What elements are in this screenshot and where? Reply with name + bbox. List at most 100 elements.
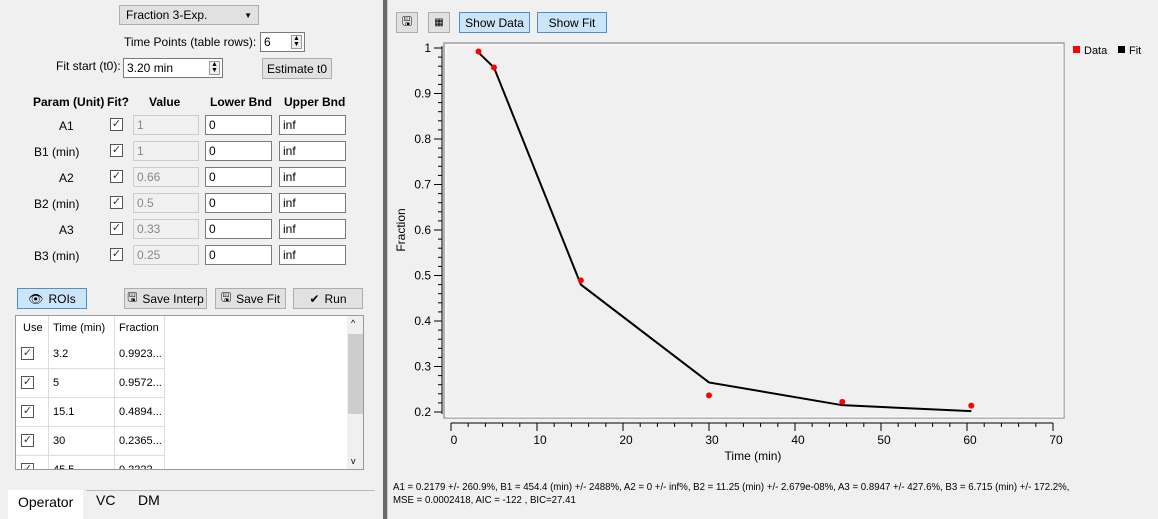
model-select[interactable]: Fraction 3-Exp. ▼ [119,5,259,25]
fraction-cell: 0.2222... [119,464,162,470]
table-row[interactable]: ✓ 45.5 0.2222... [16,456,164,470]
fit-header: Fit? [107,95,129,109]
spinner-icon[interactable]: ▲ ▼ [209,61,220,75]
save-icon: 🖫 [401,14,413,28]
use-header: Use [23,322,43,334]
fit-checkbox[interactable]: ✓ [110,144,123,157]
export-button[interactable]: ▦ [428,12,450,33]
fit-checkbox[interactable]: ✓ [110,248,123,261]
run-button[interactable]: ✔ Run [293,288,363,309]
x-tick-label: 70 [1049,433,1063,447]
lower-bound-input[interactable]: 0 [205,219,272,239]
upper-bound-input[interactable]: inf [279,141,346,161]
plot-area-inner [445,44,1064,418]
x-tick-label: 60 [963,433,977,447]
save-fit-button[interactable]: 🖫 Save Fit [215,288,286,309]
y-axis-label: Fraction [394,208,408,251]
data-point [577,277,584,284]
upper-bound-input[interactable]: inf [279,219,346,239]
table-row[interactable]: ✓ 3.2 0.9923... [16,340,164,369]
save-interp-label: Save Interp [142,291,204,306]
lower-bound-input[interactable]: 0 [205,141,272,161]
use-checkbox[interactable]: ✓ [21,463,34,469]
rois-button[interactable]: 👁 ROIs [17,288,87,309]
fit-checkbox[interactable]: ✓ [110,196,123,209]
x-axis-label: Time (min) [725,449,782,463]
lower-bound-input[interactable]: 0 [205,115,272,135]
lower-bound-input[interactable]: 0 [205,245,272,265]
time-points-label: Time Points (table rows): [124,35,257,49]
panel-divider[interactable] [383,0,387,519]
time-cell: 5 [53,377,60,389]
upper-bound-input[interactable]: inf [279,167,346,187]
upper-bound-input[interactable]: inf [279,115,346,135]
rois-label: ROIs [48,291,76,306]
time-points-input[interactable]: 6 ▲ ▼ [260,32,305,52]
time-cell: 15.1 [53,406,75,418]
param-name: B3 (min) [34,249,80,263]
lower-bound-input[interactable]: 0 [205,193,272,213]
fraction-cell: 0.2365... [119,435,162,447]
x-tick-label: 20 [619,433,633,447]
chevron-up-icon[interactable]: ^ [351,318,356,328]
chevron-down-icon[interactable]: v [351,456,356,466]
use-checkbox[interactable]: ✓ [21,376,34,389]
chevron-down-icon: ▼ [244,10,252,20]
time-cell: 45.5 [53,464,75,470]
y-tick-label: 0.3 [414,360,431,374]
data-point [475,48,482,55]
table-row[interactable]: ✓ 15.1 0.4894... [16,398,164,427]
param-name: B2 (min) [34,197,80,211]
fit-start-value: 3.20 min [127,61,174,75]
time-header: Time (min) [53,322,106,334]
legend-swatch-data [1073,46,1080,53]
x-tick-label: 0 [451,433,458,447]
upper-bound-input[interactable]: inf [279,245,346,265]
fraction-cell: 0.4894... [119,406,162,418]
model-select-value: Fraction 3-Exp. [126,8,208,22]
use-checkbox[interactable]: ✓ [21,405,34,418]
y-tick-label: 0.2 [414,405,431,419]
fit-checkbox[interactable]: ✓ [110,118,123,131]
tab-dm[interactable]: DM [138,492,160,508]
table-scrollbar[interactable]: ^ v [347,316,363,469]
param-name: A2 [59,171,74,185]
eye-icon: 👁 [28,291,44,306]
use-checkbox[interactable]: ✓ [21,347,34,360]
save-interp-button[interactable]: 🖫 Save Interp [124,288,207,309]
fit-checkbox[interactable]: ✓ [110,222,123,235]
value-field: 1 [133,115,199,135]
save-plot-button[interactable]: 🖫 [396,12,418,33]
y-tick-label: 0.7 [414,178,431,192]
y-tick-label: 0.6 [414,223,431,237]
x-tick-label: 30 [705,433,719,447]
lower-bnd-header: Lower Bnd [210,95,272,109]
value-field: 0.33 [133,219,199,239]
spinner-icon[interactable]: ▲ ▼ [291,35,302,49]
data-table: Use Time (min) Fraction ✓ 3.2 0.9923... … [15,315,364,470]
tab-vc[interactable]: VC [96,492,116,508]
checkmark-icon: ✔ [309,291,320,306]
lower-bound-input[interactable]: 0 [205,167,272,187]
y-tick-label: 0.9 [414,87,431,101]
upper-bound-input[interactable]: inf [279,193,346,213]
legend-swatch-fit [1118,46,1125,53]
fit-start-input[interactable]: 3.20 min ▲ ▼ [123,58,223,78]
time-points-value: 6 [264,35,271,49]
scrollbar-thumb[interactable] [348,334,363,414]
value-field: 0.25 [133,245,199,265]
save-fit-label: Save Fit [236,291,281,306]
tab-operator[interactable]: Operator [8,490,84,519]
show-data-button[interactable]: Show Data [459,12,530,33]
fraction-header: Fraction [119,322,159,334]
estimate-t0-button[interactable]: Estimate t0 [262,58,332,79]
export-grid-icon: ▦ [434,17,444,28]
show-fit-button[interactable]: Show Fit [537,12,607,33]
value-header: Value [149,95,181,109]
time-cell: 3.2 [53,348,69,360]
table-row[interactable]: ✓ 30 0.2365... [16,427,164,456]
table-row[interactable]: ✓ 5 0.9572... [16,369,164,398]
param-name: A3 [59,223,74,237]
use-checkbox[interactable]: ✓ [21,434,34,447]
fit-checkbox[interactable]: ✓ [110,170,123,183]
